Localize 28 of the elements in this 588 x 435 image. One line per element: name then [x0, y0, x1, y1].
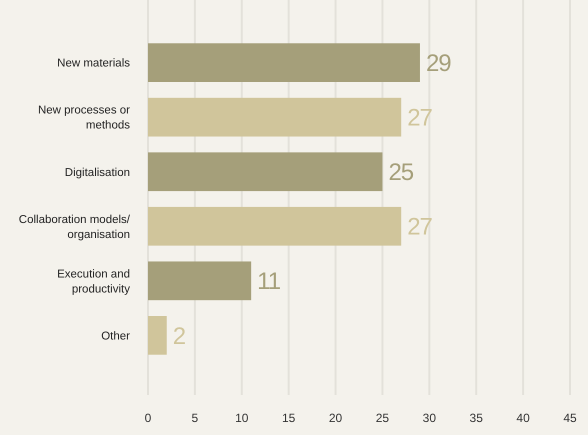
x-tick-label: 25 — [376, 411, 390, 425]
bar — [148, 316, 167, 355]
y-tick-label: Digitalisation — [64, 166, 130, 179]
y-tick-label: Other — [101, 330, 130, 342]
bar — [148, 43, 420, 82]
x-tick-label: 20 — [328, 411, 343, 425]
x-tick-label: 10 — [235, 411, 249, 425]
x-tick-label: 35 — [470, 411, 484, 425]
x-tick-label: 40 — [516, 411, 530, 425]
x-tick-label: 5 — [192, 411, 199, 425]
data-label: 2 — [172, 322, 186, 350]
y-tick-label: Collaboration models/ organisation — [18, 214, 131, 241]
x-tick-label: 30 — [422, 411, 436, 425]
y-tick-label: Execution and productivity — [57, 268, 130, 296]
x-tick-label: 15 — [282, 411, 296, 425]
data-label: 27 — [407, 104, 433, 132]
x-tick-label: 45 — [563, 411, 577, 425]
data-label: 25 — [388, 159, 414, 186]
bar — [148, 152, 382, 192]
data-label: 29 — [426, 50, 452, 78]
y-tick-label: New materials — [57, 58, 130, 70]
bar — [148, 206, 402, 246]
x-tick-label: 0 — [144, 411, 152, 425]
y-tick-label: New processes or methods — [38, 104, 130, 132]
bar — [148, 98, 402, 137]
data-label: 11 — [257, 268, 281, 296]
bar — [148, 261, 252, 300]
data-label: 27 — [407, 214, 433, 241]
